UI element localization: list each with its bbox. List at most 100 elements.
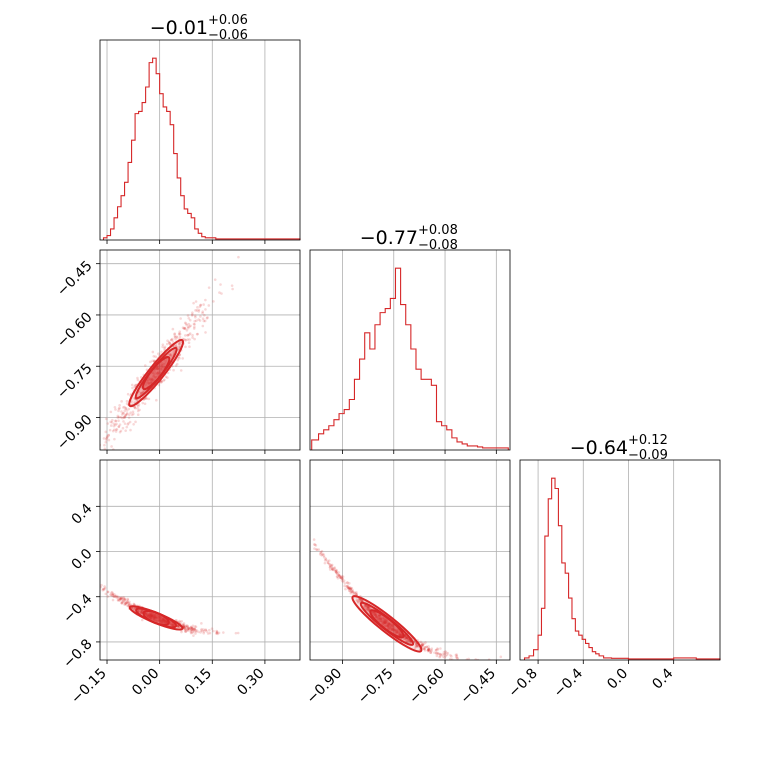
scatter-point	[315, 548, 318, 551]
scatter-point	[150, 616, 153, 619]
scatter-point	[405, 636, 409, 640]
scatter-point	[193, 337, 196, 341]
scatter-point	[145, 611, 149, 615]
scatter-point	[156, 367, 159, 371]
param-title-minus-0: −0.06	[208, 28, 248, 43]
scatter-point	[119, 597, 122, 601]
scatter-point	[384, 621, 387, 625]
scatter-point	[120, 597, 123, 601]
scatter-point	[139, 610, 143, 614]
scatter-point	[119, 596, 123, 600]
scatter-point	[191, 311, 194, 315]
scatter-point	[168, 353, 172, 357]
scatter-point	[150, 379, 154, 383]
scatter-point	[102, 437, 106, 440]
scatter-point	[374, 615, 378, 619]
scatter-point	[114, 430, 118, 433]
scatter-point	[379, 617, 382, 621]
scatter-point	[327, 559, 331, 562]
scatter-point	[356, 599, 359, 602]
scatter-point	[391, 624, 394, 627]
scatter-point	[159, 367, 163, 371]
scatter-point	[176, 348, 180, 352]
scatter-point	[433, 651, 436, 654]
scatter-point	[140, 392, 143, 395]
scatter-point	[112, 424, 116, 428]
scatter-point	[110, 591, 113, 595]
scatter-point	[382, 621, 386, 624]
scatter-point	[378, 614, 381, 617]
scatter-point	[92, 578, 95, 581]
scatter-point	[197, 630, 200, 634]
scatter-point	[351, 588, 354, 592]
scatter-point	[443, 653, 446, 656]
scatter-point	[182, 337, 186, 341]
scatter-point	[122, 406, 125, 409]
scatter-point	[335, 572, 339, 575]
scatter-point	[119, 597, 122, 601]
scatter-point	[164, 621, 168, 624]
axes-frame	[99, 39, 301, 241]
scatter-point	[487, 658, 491, 660]
scatter-point	[152, 617, 156, 620]
scatter-point	[206, 632, 210, 635]
scatter-point	[136, 398, 139, 402]
scatter-point	[404, 636, 408, 639]
scatter-point	[117, 409, 120, 413]
scatter-point	[326, 561, 330, 565]
scatter-point	[112, 422, 116, 426]
scatter-point	[340, 575, 343, 579]
scatter-point	[236, 631, 240, 635]
scatter-point	[153, 616, 156, 619]
scatter-point	[438, 652, 441, 656]
scatter-point	[195, 309, 199, 312]
scatter-point	[124, 602, 128, 605]
scatter-point	[194, 632, 197, 635]
scatter-point	[219, 283, 222, 286]
scatter-point	[191, 624, 195, 628]
x-tick-label: −0.8	[506, 666, 541, 701]
scatter-point	[131, 607, 135, 610]
scatter-point	[87, 446, 90, 449]
scatter-point	[234, 631, 238, 635]
scatter-point	[404, 636, 408, 639]
scatter-point	[313, 543, 317, 546]
scatter-point	[334, 570, 337, 573]
scatter-point	[115, 428, 119, 431]
scatter-point	[382, 620, 386, 624]
scatter-point	[122, 420, 125, 423]
histogram-grid	[537, 460, 675, 660]
scatter-point	[92, 583, 95, 586]
scatter-point	[430, 648, 433, 652]
scatter-point	[127, 416, 131, 420]
scatter-point	[176, 358, 180, 362]
scatter-point	[152, 613, 156, 616]
scatter-point	[387, 623, 391, 626]
scatter-point	[183, 626, 186, 630]
scatter-point	[137, 403, 141, 406]
scatter-point	[181, 357, 184, 360]
scatter-point	[388, 622, 391, 626]
scatter-point	[455, 654, 459, 658]
scatter-point	[387, 621, 391, 625]
scatter-point	[172, 351, 176, 354]
scatter-point	[143, 364, 147, 367]
scatter-point	[150, 614, 154, 618]
scatter-point	[392, 629, 396, 632]
scatter-point	[323, 559, 327, 562]
scatter-point	[118, 430, 122, 434]
scatter-point	[347, 587, 350, 590]
scatter-point	[170, 623, 173, 627]
scatter-point	[444, 650, 447, 653]
scatter-point	[145, 381, 149, 385]
scatter-point	[210, 627, 214, 630]
y-tick-label: −0.75	[54, 361, 96, 403]
scatter-point	[146, 613, 149, 617]
scatter-point	[183, 327, 186, 330]
scatter-point	[152, 617, 155, 620]
scatter-point	[365, 609, 369, 612]
scatter-point	[423, 649, 427, 652]
scatter-point	[391, 628, 394, 631]
scatter-point	[348, 582, 351, 585]
scatter-point	[337, 574, 341, 577]
